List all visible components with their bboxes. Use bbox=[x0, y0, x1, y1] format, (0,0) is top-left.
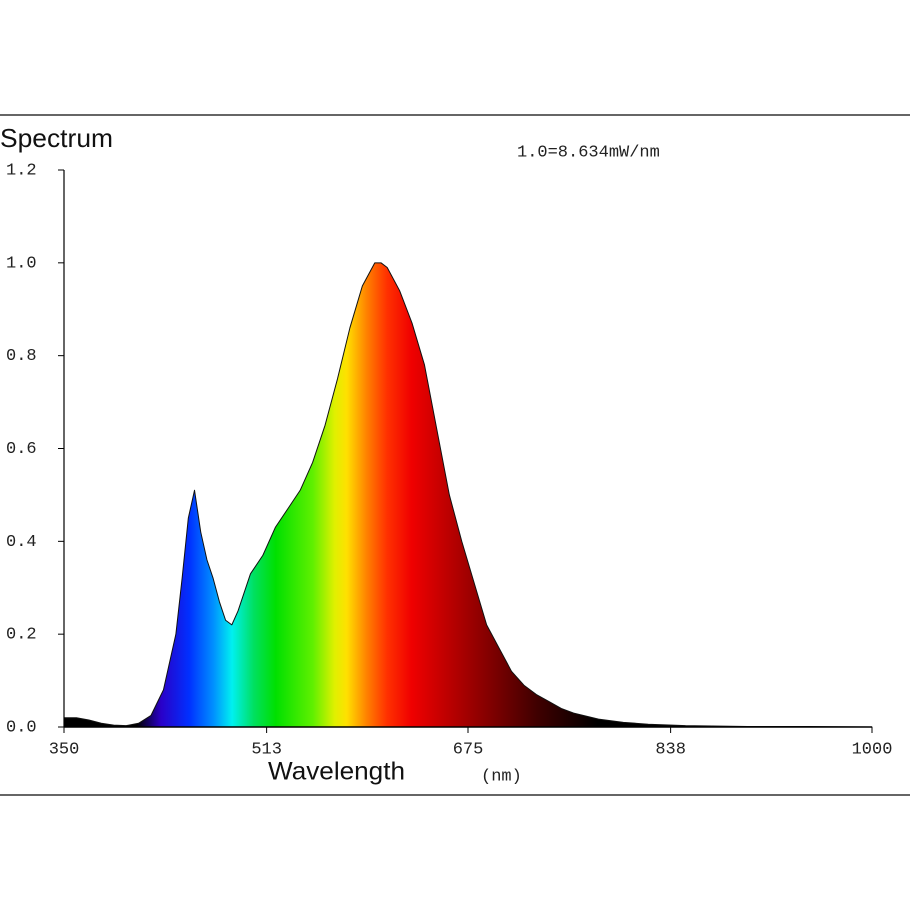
y-tick-label: 0.8 bbox=[6, 347, 37, 366]
plot-area bbox=[63, 262, 873, 728]
x-tick-label: 675 bbox=[453, 740, 484, 759]
y-tick-label: 1.0 bbox=[6, 254, 37, 273]
x-axis-label: Wavelength bbox=[268, 758, 405, 786]
x-tick-label: 838 bbox=[655, 740, 686, 759]
y-tick-label: 0.6 bbox=[6, 440, 37, 459]
annotation: 1.0=8.634mW/nm bbox=[517, 143, 660, 162]
x-tick-label: 513 bbox=[251, 740, 282, 759]
x-tick-label: 350 bbox=[49, 740, 80, 759]
y-tick-label: 1.2 bbox=[6, 161, 37, 180]
spectrum-area bbox=[63, 262, 873, 728]
x-tick-label: 1000 bbox=[852, 740, 893, 759]
y-tick-label: 0.2 bbox=[6, 626, 37, 645]
x-axis-unit: (nm) bbox=[481, 767, 522, 786]
y-tick-label: 0.4 bbox=[6, 533, 37, 552]
y-tick-label: 0.0 bbox=[6, 718, 37, 737]
chart-title: Spectrum bbox=[0, 123, 113, 153]
